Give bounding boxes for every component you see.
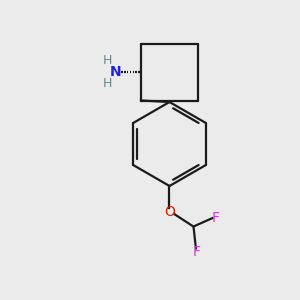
- Text: O: O: [164, 205, 175, 218]
- Text: N: N: [110, 65, 121, 79]
- Text: F: F: [193, 245, 200, 259]
- Text: H: H: [102, 54, 112, 67]
- Text: F: F: [212, 211, 220, 224]
- Text: H: H: [102, 77, 112, 90]
